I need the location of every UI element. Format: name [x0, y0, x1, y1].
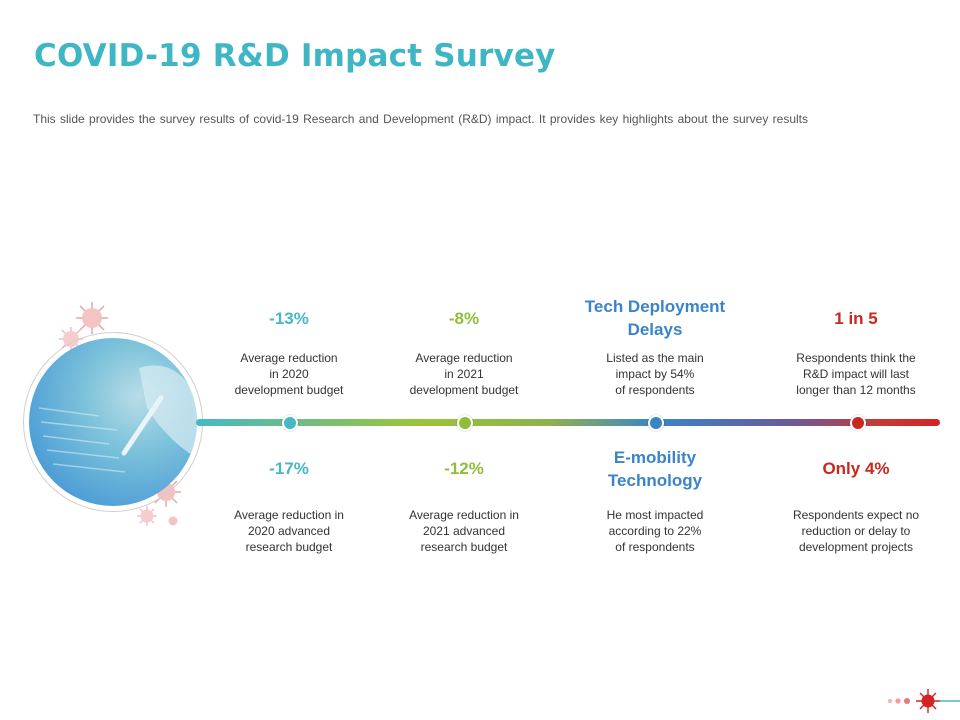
stat-value: -12%	[444, 459, 484, 478]
page-subtitle: This slide provides the survey results o…	[33, 112, 809, 126]
stat-description: Respondents expect no reduction or delay …	[792, 508, 920, 554]
stat-description: He most impacted according to 22% of respo…	[606, 508, 704, 554]
page-title: COVID-19 R&D Impact Survey	[34, 38, 556, 74]
stat-value: Only 4%	[822, 459, 890, 478]
stat-value: Tech Deployment Delays	[584, 297, 726, 339]
timeline-dot	[457, 415, 473, 431]
stat-description: Average reduction in 2021 development budg…	[409, 351, 519, 397]
stat-description: Average reduction in 2021 advanced researc…	[409, 508, 519, 554]
virus-icon	[76, 302, 108, 334]
virus-icon	[168, 516, 178, 526]
stat-value: -17%	[269, 459, 309, 478]
survey-photo	[29, 338, 197, 506]
stat-value: -8%	[448, 309, 480, 328]
timeline-dot	[850, 415, 866, 431]
virus-icon	[887, 689, 960, 713]
stat-description: Listed as the main impact by 54% of respon…	[606, 351, 704, 397]
stat-value: -13%	[269, 309, 309, 328]
stat-description: Average reduction in 2020 advanced researc…	[234, 508, 344, 554]
stat-value: 1 in 5	[834, 309, 878, 328]
stat-value: E-mobility Technology	[607, 448, 703, 490]
stat-description: Respondents think the R&D impact will las…	[796, 351, 916, 397]
stat-description: Average reduction in 2020 development budg…	[234, 351, 344, 397]
virus-icon	[137, 506, 157, 526]
timeline-dot	[282, 415, 298, 431]
timeline-dot	[648, 415, 664, 431]
timeline-bar	[196, 419, 940, 426]
